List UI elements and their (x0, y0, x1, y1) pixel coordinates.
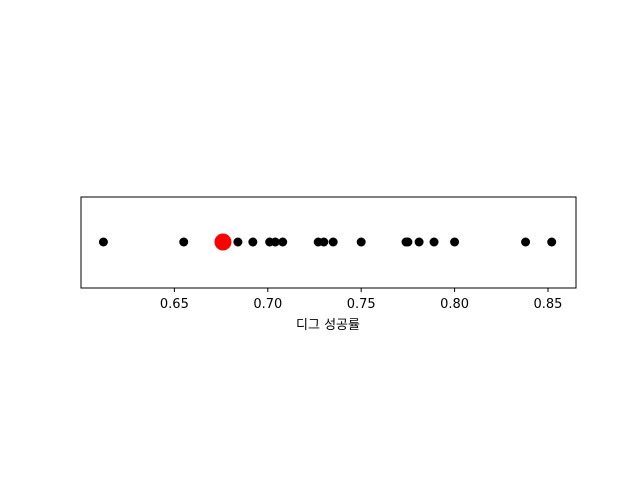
x-axis-label: 디그 성공률 (296, 318, 360, 333)
data-point (429, 237, 439, 247)
data-point (270, 237, 280, 247)
data-point (521, 237, 531, 247)
data-point (233, 237, 243, 247)
data-point (319, 237, 329, 247)
highlighted-data-point (214, 233, 232, 251)
data-point (278, 237, 288, 247)
data-point (403, 237, 413, 247)
data-point (450, 237, 460, 247)
data-point (356, 237, 366, 247)
x-tick-label: 0.75 (347, 297, 376, 312)
data-point (179, 237, 189, 247)
x-tick-label: 0.85 (534, 297, 563, 312)
plot-area-frame (80, 196, 577, 289)
x-axis-ticks: 0.65 0.70 0.75 0.80 0.85 (160, 288, 563, 312)
data-point (328, 237, 338, 247)
data-point (248, 237, 258, 247)
data-points (98, 233, 557, 251)
x-tick-label: 0.80 (440, 297, 469, 312)
data-point (547, 237, 557, 247)
data-point (414, 237, 424, 247)
x-tick-label: 0.65 (160, 297, 189, 312)
x-tick-label: 0.70 (253, 297, 282, 312)
data-point (98, 237, 108, 247)
